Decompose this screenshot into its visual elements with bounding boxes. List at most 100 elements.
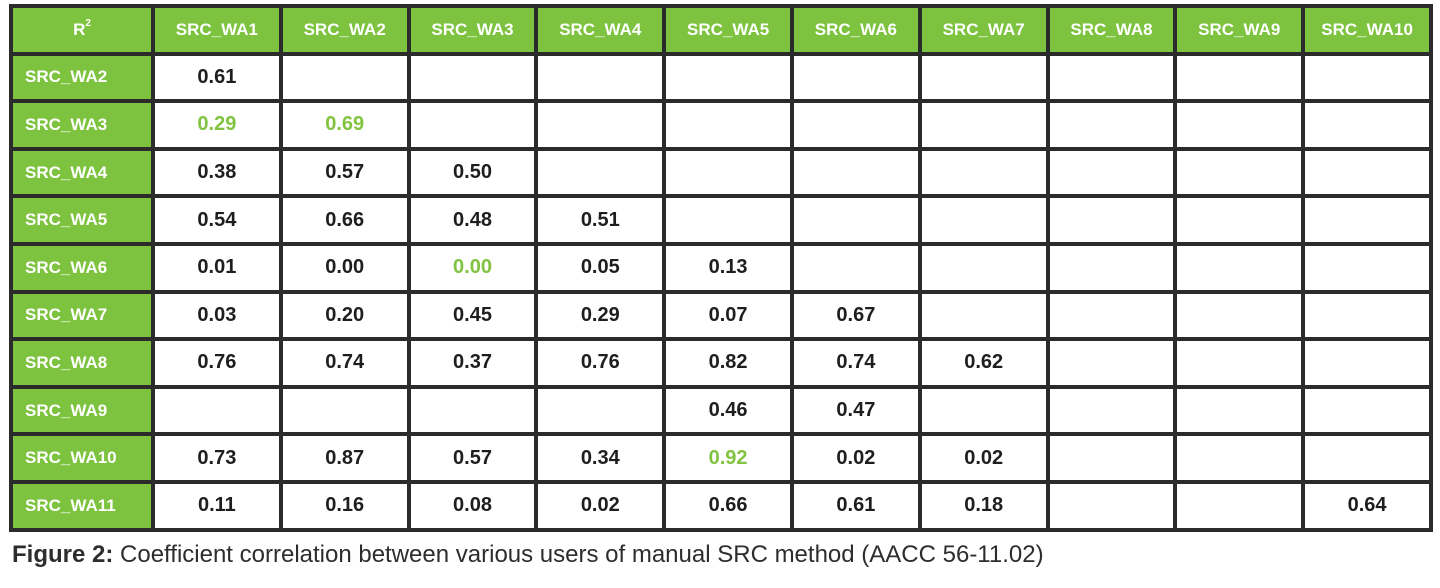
table-cell <box>1049 341 1174 385</box>
correlation-table-container: R2 SRC_WA1 SRC_WA2 SRC_WA3 SRC_WA4 SRC_WA5 SR… <box>9 4 1433 532</box>
table-cell: 0.67 <box>793 293 918 338</box>
table-cell: 0.66 <box>282 198 407 242</box>
table-cell: 0.38 <box>155 150 279 195</box>
table-cell: 0.74 <box>793 341 918 385</box>
table-cell <box>1177 245 1302 290</box>
table-cell <box>1305 198 1429 242</box>
table-cell: 0.29 <box>155 103 279 147</box>
row-header-cell: SRC_WA7 <box>13 293 151 338</box>
table-cell <box>1305 341 1429 385</box>
row-header-cell: SRC_WA10 <box>13 436 151 480</box>
row-header-cell: SRC_WA3 <box>13 103 151 147</box>
table-cell: 0.45 <box>410 293 535 338</box>
table-cell: 0.08 <box>410 483 535 528</box>
table-cell: 0.76 <box>155 341 279 385</box>
table-cell <box>793 55 918 100</box>
table-cell <box>666 103 790 147</box>
table-cell: 0.20 <box>282 293 407 338</box>
table-cell: 0.54 <box>155 198 279 242</box>
table-cell <box>1049 55 1174 100</box>
table-cell <box>410 55 535 100</box>
row-header-cell: SRC_WA5 <box>13 198 151 242</box>
table-cell <box>1049 436 1174 480</box>
table-cell <box>921 150 1046 195</box>
table-cell: 0.37 <box>410 341 535 385</box>
row-header-cell: SRC_WA9 <box>13 388 151 433</box>
table-cell: 0.50 <box>410 150 535 195</box>
table-row: SRC_WA2 0.61 <box>13 55 1429 100</box>
table-cell <box>1305 436 1429 480</box>
table-cell: 0.02 <box>793 436 918 480</box>
column-header-cell: SRC_WA3 <box>410 8 535 52</box>
table-cell <box>410 103 535 147</box>
table-cell: 0.46 <box>666 388 790 433</box>
table-cell <box>1305 245 1429 290</box>
table-cell: 0.05 <box>538 245 663 290</box>
table-cell <box>1177 483 1302 528</box>
table-cell <box>1177 293 1302 338</box>
corner-header-cell: R2 <box>13 8 151 52</box>
table-cell: 0.07 <box>666 293 790 338</box>
table-cell <box>1305 55 1429 100</box>
table-cell: 0.76 <box>538 341 663 385</box>
column-header-cell: SRC_WA5 <box>666 8 790 52</box>
column-header-cell: SRC_WA8 <box>1049 8 1174 52</box>
table-cell: 0.29 <box>538 293 663 338</box>
row-header-cell: SRC_WA11 <box>13 483 151 528</box>
table-cell: 0.64 <box>1305 483 1429 528</box>
column-header-cell: SRC_WA1 <box>155 8 279 52</box>
table-cell <box>793 150 918 195</box>
row-header-cell: SRC_WA6 <box>13 245 151 290</box>
table-cell: 0.51 <box>538 198 663 242</box>
table-row: SRC_WA10 0.73 0.87 0.57 0.34 0.92 0.02 0.02 <box>13 436 1429 480</box>
table-cell <box>921 388 1046 433</box>
column-header-cell: SRC_WA4 <box>538 8 663 52</box>
table-row: SRC_WA3 0.29 0.69 <box>13 103 1429 147</box>
column-header-cell: SRC_WA7 <box>921 8 1046 52</box>
table-cell <box>538 55 663 100</box>
table-row: SRC_WA11 0.11 0.16 0.08 0.02 0.66 0.61 0.18 0.64 <box>13 483 1429 528</box>
table-cell: 0.62 <box>921 341 1046 385</box>
table-row: SRC_WA5 0.54 0.66 0.48 0.51 <box>13 198 1429 242</box>
table-cell: 0.47 <box>793 388 918 433</box>
table-cell <box>921 293 1046 338</box>
table-cell <box>1049 198 1174 242</box>
table-cell: 0.69 <box>282 103 407 147</box>
table-cell: 0.61 <box>793 483 918 528</box>
table-cell <box>1177 436 1302 480</box>
table-cell <box>410 388 535 433</box>
table-cell <box>155 388 279 433</box>
table-cell: 0.03 <box>155 293 279 338</box>
table-cell: 0.57 <box>282 150 407 195</box>
table-cell <box>1177 388 1302 433</box>
column-header-cell: SRC_WA9 <box>1177 8 1302 52</box>
table-cell <box>1177 55 1302 100</box>
table-row: SRC_WA9 0.46 0.47 <box>13 388 1429 433</box>
table-cell <box>538 150 663 195</box>
table-cell <box>666 198 790 242</box>
table-cell <box>538 388 663 433</box>
table-cell <box>282 55 407 100</box>
table-cell <box>921 198 1046 242</box>
table-cell: 0.92 <box>666 436 790 480</box>
table-header-row: R2 SRC_WA1 SRC_WA2 SRC_WA3 SRC_WA4 SRC_WA5 SR… <box>13 8 1429 52</box>
table-row: SRC_WA4 0.38 0.57 0.50 <box>13 150 1429 195</box>
table-cell <box>1049 245 1174 290</box>
table-cell: 0.02 <box>538 483 663 528</box>
table-cell: 0.48 <box>410 198 535 242</box>
table-cell <box>1305 293 1429 338</box>
table-cell: 0.87 <box>282 436 407 480</box>
table-cell <box>1177 341 1302 385</box>
table-cell: 0.82 <box>666 341 790 385</box>
table-cell: 0.18 <box>921 483 1046 528</box>
table-row: SRC_WA7 0.03 0.20 0.45 0.29 0.07 0.67 <box>13 293 1429 338</box>
table-cell: 0.74 <box>282 341 407 385</box>
table-cell: 0.01 <box>155 245 279 290</box>
table-cell <box>921 245 1046 290</box>
table-cell <box>666 150 790 195</box>
table-cell <box>921 55 1046 100</box>
corner-superscript: 2 <box>85 17 91 29</box>
column-header-cell: SRC_WA10 <box>1305 8 1429 52</box>
corner-label: R <box>73 19 86 39</box>
table-cell <box>538 103 663 147</box>
